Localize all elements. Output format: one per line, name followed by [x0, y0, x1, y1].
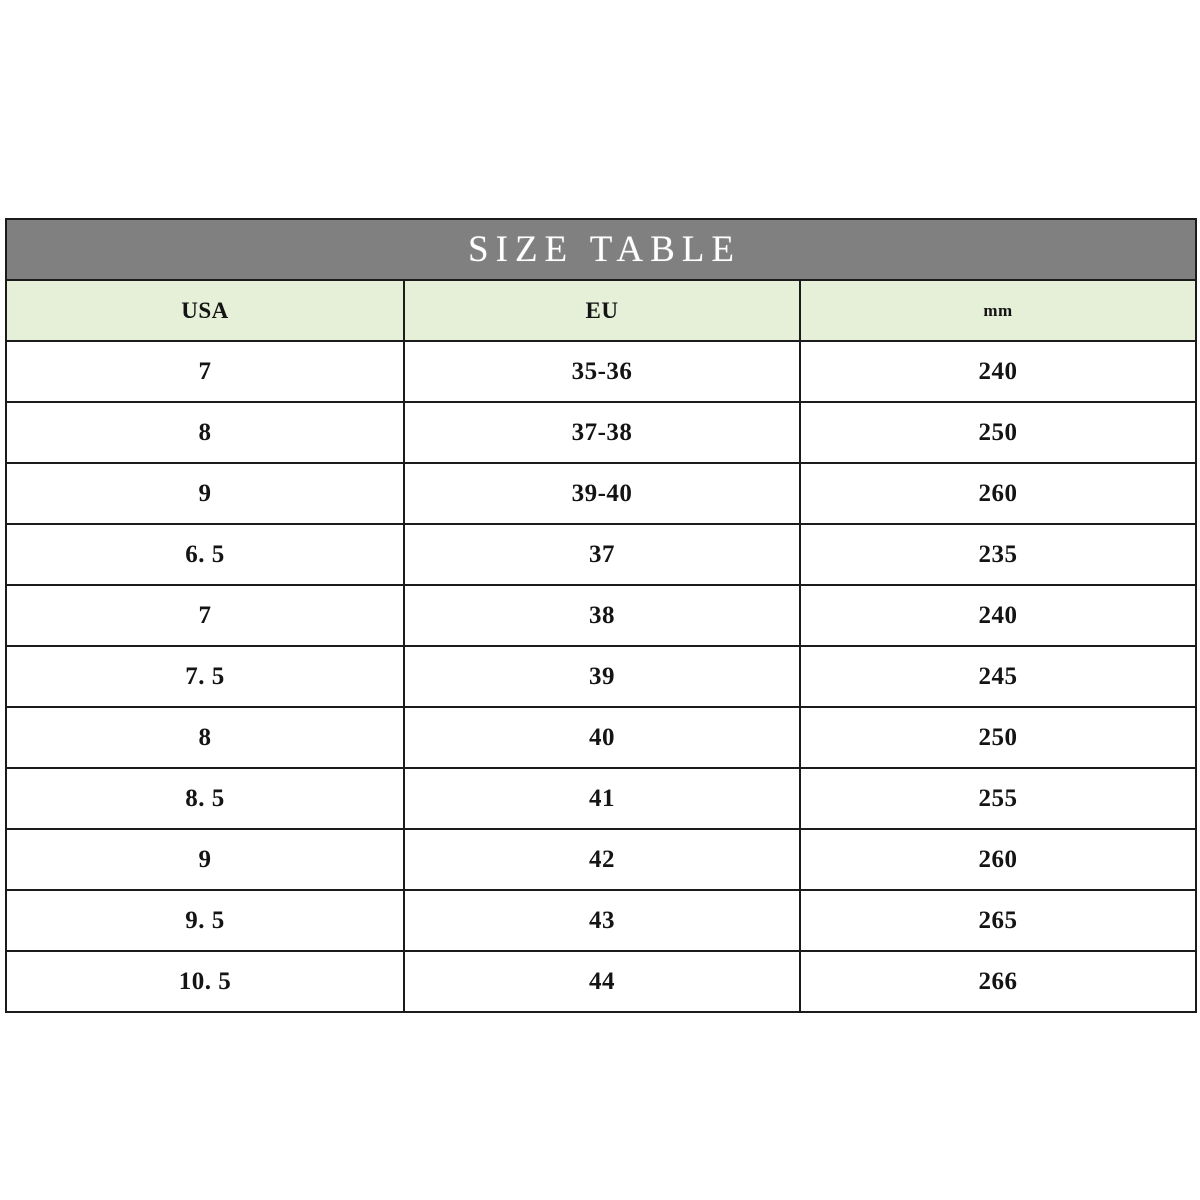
cell-eu: 39-40: [403, 462, 801, 525]
table-row: 8. 5 41 255: [5, 767, 1198, 830]
cell-mm: 245: [798, 645, 1198, 708]
cell-eu: 37-38: [403, 401, 801, 464]
column-header-mm-label: mm: [983, 301, 1013, 320]
cell-eu-value: 37: [589, 541, 615, 568]
cell-mm-value: 245: [978, 663, 1018, 690]
cell-eu-value: 41: [589, 785, 615, 812]
cell-mm-value: 250: [978, 419, 1018, 446]
cell-mm: 235: [798, 523, 1198, 586]
cell-eu-value: 38: [589, 602, 615, 629]
cell-mm-value: 255: [978, 785, 1018, 812]
cell-mm-value: 265: [978, 907, 1018, 934]
cell-mm-value: 260: [978, 480, 1018, 507]
cell-eu: 37: [403, 523, 801, 586]
cell-mm: 250: [798, 706, 1198, 769]
cell-usa-value: 8: [198, 724, 212, 751]
size-table-container: SIZE TABLE USA EU mm 7 35-36: [4, 218, 1198, 1013]
table-row: 7 38 240: [5, 584, 1198, 647]
cell-mm-value: 240: [978, 358, 1018, 385]
cell-mm-value: 266: [978, 968, 1018, 995]
table-row: 9 42 260: [5, 828, 1198, 891]
table-row: 9 39-40 260: [5, 462, 1198, 525]
column-header-eu: EU: [403, 279, 801, 342]
cell-usa: 8: [5, 706, 405, 769]
cell-usa: 9: [5, 828, 405, 891]
cell-usa: 7. 5: [5, 645, 405, 708]
cell-usa: 10. 5: [5, 950, 405, 1013]
cell-usa-value: 7: [198, 602, 212, 629]
cell-eu: 40: [403, 706, 801, 769]
column-header-mm: mm: [798, 279, 1198, 342]
cell-mm: 255: [798, 767, 1198, 830]
cell-eu-value: 42: [589, 846, 615, 873]
cell-eu-value: 35-36: [571, 358, 633, 385]
cell-usa-value: 9. 5: [185, 907, 225, 934]
cell-usa-value: 9: [198, 480, 212, 507]
table-row: 8 37-38 250: [5, 401, 1198, 464]
cell-usa-value: 6. 5: [185, 541, 225, 568]
cell-usa-value: 8. 5: [185, 785, 225, 812]
table-title-row: SIZE TABLE: [4, 218, 1198, 281]
cell-mm: 260: [798, 828, 1198, 891]
table-row: 9. 5 43 265: [5, 889, 1198, 952]
cell-mm: 260: [798, 462, 1198, 525]
cell-usa: 7: [5, 340, 405, 403]
cell-eu-value: 44: [589, 968, 615, 995]
size-table-body: SIZE TABLE USA EU mm 7 35-36: [4, 218, 1198, 1013]
cell-usa-value: 7: [198, 358, 212, 385]
cell-eu: 41: [403, 767, 801, 830]
table-row: 8 40 250: [5, 706, 1198, 769]
cell-mm: 265: [798, 889, 1198, 952]
table-row: 7 35-36 240: [5, 340, 1198, 403]
cell-eu-value: 40: [589, 724, 615, 751]
cell-mm: 240: [798, 584, 1198, 647]
column-header-eu-label: EU: [585, 298, 619, 323]
table-row: 7. 5 39 245: [5, 645, 1198, 708]
cell-usa: 8. 5: [5, 767, 405, 830]
cell-usa: 9: [5, 462, 405, 525]
cell-usa: 6. 5: [5, 523, 405, 586]
cell-mm-value: 235: [978, 541, 1018, 568]
cell-mm: 240: [798, 340, 1198, 403]
cell-mm: 250: [798, 401, 1198, 464]
cell-usa-value: 10. 5: [178, 968, 232, 995]
cell-usa-value: 7. 5: [185, 663, 225, 690]
column-header-usa: USA: [5, 279, 405, 342]
cell-eu: 35-36: [403, 340, 801, 403]
cell-eu: 44: [403, 950, 801, 1013]
cell-eu-value: 39: [589, 663, 615, 690]
table-title-cell: SIZE TABLE: [4, 218, 1198, 281]
table-title: SIZE TABLE: [468, 229, 741, 270]
cell-eu: 39: [403, 645, 801, 708]
cell-mm-value: 260: [978, 846, 1018, 873]
table-header-row: USA EU mm: [5, 279, 1198, 342]
cell-eu: 43: [403, 889, 801, 952]
cell-mm-value: 240: [978, 602, 1018, 629]
cell-mm: 266: [798, 950, 1198, 1013]
table-row: 6. 5 37 235: [5, 523, 1198, 586]
cell-usa: 9. 5: [5, 889, 405, 952]
cell-eu-value: 39-40: [571, 480, 633, 507]
cell-usa-value: 8: [198, 419, 212, 446]
cell-usa-value: 9: [198, 846, 212, 873]
cell-usa: 8: [5, 401, 405, 464]
table-row: 10. 5 44 266: [5, 950, 1198, 1013]
cell-eu-value: 37-38: [571, 419, 633, 446]
size-table: SIZE TABLE USA EU mm 7 35-36: [4, 218, 1198, 1013]
cell-eu: 42: [403, 828, 801, 891]
cell-eu-value: 43: [589, 907, 615, 934]
cell-usa: 7: [5, 584, 405, 647]
cell-mm-value: 250: [978, 724, 1018, 751]
cell-eu: 38: [403, 584, 801, 647]
column-header-usa-label: USA: [181, 298, 229, 323]
